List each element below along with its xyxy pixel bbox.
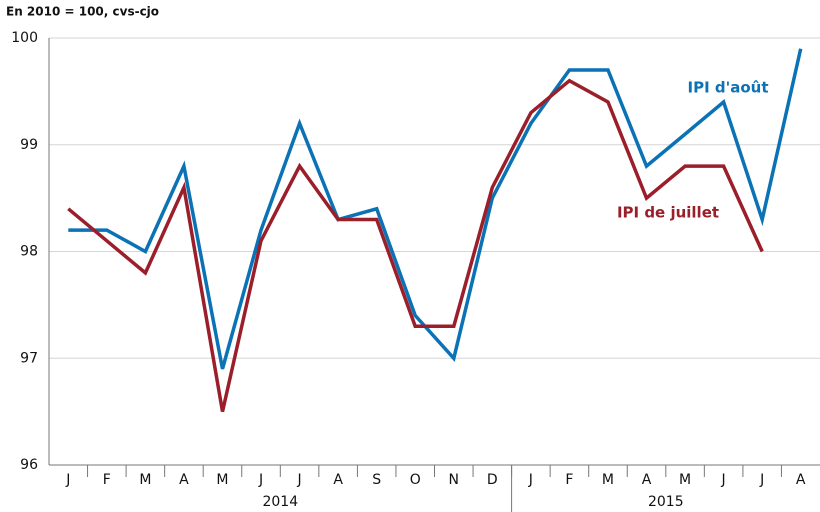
series-line <box>68 48 803 370</box>
series-line <box>67 78 764 412</box>
x-tick-label: M <box>679 472 691 488</box>
year-label: 2014 <box>262 494 298 510</box>
x-tick-label: J <box>258 472 263 488</box>
x-tick-label: M <box>216 472 228 488</box>
x-tick-label: D <box>487 472 498 488</box>
x-tick-label: J <box>528 472 533 488</box>
x-tick-label: N <box>449 472 459 488</box>
x-tick-label: S <box>372 472 381 488</box>
x-tick-label: J <box>65 472 70 488</box>
y-tick-label: 99 <box>20 137 38 153</box>
x-tick-label: A <box>333 472 343 488</box>
y-tick-label: 97 <box>20 350 38 366</box>
x-tick-label: M <box>139 472 151 488</box>
series-label: IPI d'août <box>688 79 769 97</box>
y-tick-label: 96 <box>20 457 38 473</box>
x-tick-label: A <box>796 472 806 488</box>
x-tick-label: M <box>602 472 614 488</box>
y-tick-label: 98 <box>20 244 38 260</box>
x-tick-label: O <box>410 472 421 488</box>
year-label: 2015 <box>648 494 684 510</box>
x-tick-label: J <box>721 472 726 488</box>
x-tick-label: F <box>103 472 111 488</box>
chart-subtitle: En 2010 = 100, cvs-cjo <box>6 5 159 19</box>
x-tick-label: A <box>642 472 652 488</box>
x-tick-label: J <box>759 472 764 488</box>
series-label: IPI de juillet <box>617 204 719 222</box>
x-tick-label: J <box>297 472 302 488</box>
x-tick-label: F <box>565 472 573 488</box>
y-tick-label: 100 <box>11 30 38 46</box>
x-tick-label: A <box>179 472 189 488</box>
